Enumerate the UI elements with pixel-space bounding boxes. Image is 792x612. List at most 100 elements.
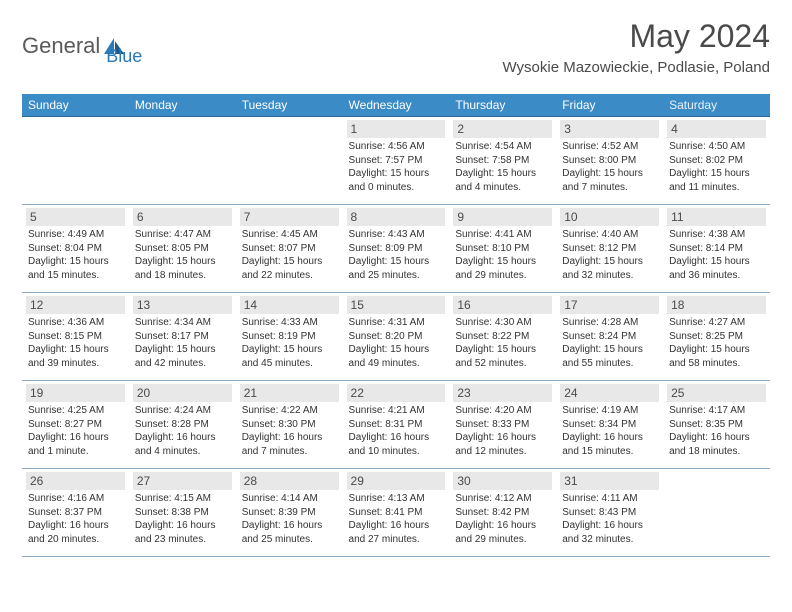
logo: General Blue bbox=[22, 24, 142, 67]
day-info: Sunrise: 4:34 AMSunset: 8:17 PMDaylight:… bbox=[133, 316, 232, 370]
day-cell-24: 24Sunrise: 4:19 AMSunset: 8:34 PMDayligh… bbox=[556, 381, 663, 469]
calendar-row: 26 Sunrise: 4:16 AMSunset: 8:37 PMDayligh… bbox=[22, 469, 770, 557]
day-cell-15: 15 Sunrise: 4:31 AMSunset: 8:20 PMDayligh… bbox=[343, 293, 450, 381]
day-number: 4 bbox=[667, 120, 766, 138]
day-cell-28: 28Sunrise: 4:14 AMSunset: 8:39 PMDayligh… bbox=[236, 469, 343, 557]
empty-cell bbox=[236, 117, 343, 205]
day-cell-8: 8 Sunrise: 4:43 AMSunset: 8:09 PMDaylight… bbox=[343, 205, 450, 293]
weekday-monday: Monday bbox=[129, 94, 236, 117]
day-info: Sunrise: 4:31 AMSunset: 8:20 PMDaylight:… bbox=[347, 316, 446, 370]
day-info: Sunrise: 4:30 AMSunset: 8:22 PMDaylight:… bbox=[453, 316, 552, 370]
day-cell-6: 6 Sunrise: 4:47 AMSunset: 8:05 PMDaylight… bbox=[129, 205, 236, 293]
day-cell-9: 9 Sunrise: 4:41 AMSunset: 8:10 PMDaylight… bbox=[449, 205, 556, 293]
day-cell-2: 2Sunrise: 4:54 AMSunset: 7:58 PMDaylight… bbox=[449, 117, 556, 205]
day-number: 21 bbox=[240, 384, 339, 402]
day-cell-4: 4Sunrise: 4:50 AMSunset: 8:02 PMDaylight… bbox=[663, 117, 770, 205]
weekday-friday: Friday bbox=[556, 94, 663, 117]
day-number: 7 bbox=[240, 208, 339, 226]
empty-cell bbox=[663, 469, 770, 557]
day-info: Sunrise: 4:56 AMSunset: 7:57 PMDaylight:… bbox=[347, 140, 446, 194]
day-number: 27 bbox=[133, 472, 232, 490]
day-cell-25: 25 Sunrise: 4:17 AMSunset: 8:35 PMDayligh… bbox=[663, 381, 770, 469]
day-number: 18 bbox=[667, 296, 766, 314]
day-info: Sunrise: 4:25 AMSunset: 8:27 PMDaylight:… bbox=[26, 404, 125, 458]
calendar-body: 1 Sunrise: 4:56 AMSunset: 7:57 PMDaylight… bbox=[22, 117, 770, 557]
day-number: 1 bbox=[347, 120, 446, 138]
weekday-sunday: Sunday bbox=[22, 94, 129, 117]
day-cell-1: 1 Sunrise: 4:56 AMSunset: 7:57 PMDaylight… bbox=[343, 117, 450, 205]
day-number: 29 bbox=[347, 472, 446, 490]
day-cell-14: 14Sunrise: 4:33 AMSunset: 8:19 PMDayligh… bbox=[236, 293, 343, 381]
day-cell-21: 21 Sunrise: 4:22 AMSunset: 8:30 PMDayligh… bbox=[236, 381, 343, 469]
day-number: 19 bbox=[26, 384, 125, 402]
day-cell-10: 10 Sunrise: 4:40 AMSunset: 8:12 PMDayligh… bbox=[556, 205, 663, 293]
day-info: Sunrise: 4:19 AMSunset: 8:34 PMDaylight:… bbox=[560, 404, 659, 458]
day-info: Sunrise: 4:38 AMSunset: 8:14 PMDaylight:… bbox=[667, 228, 766, 282]
day-cell-17: 17 Sunrise: 4:28 AMSunset: 8:24 PMDayligh… bbox=[556, 293, 663, 381]
title-block: May 2024 Wysokie Mazowieckie, Podlasie, … bbox=[503, 18, 771, 78]
day-number: 31 bbox=[560, 472, 659, 490]
weekday-header-row: SundayMondayTuesdayWednesdayThursdayFrid… bbox=[22, 94, 770, 117]
day-number: 15 bbox=[347, 296, 446, 314]
day-number: 5 bbox=[26, 208, 125, 226]
day-info: Sunrise: 4:40 AMSunset: 8:12 PMDaylight:… bbox=[560, 228, 659, 282]
day-number: 14 bbox=[240, 296, 339, 314]
weekday-tuesday: Tuesday bbox=[236, 94, 343, 117]
day-info: Sunrise: 4:52 AMSunset: 8:00 PMDaylight:… bbox=[560, 140, 659, 194]
day-cell-19: 19 Sunrise: 4:25 AMSunset: 8:27 PMDayligh… bbox=[22, 381, 129, 469]
calendar-row: 1 Sunrise: 4:56 AMSunset: 7:57 PMDaylight… bbox=[22, 117, 770, 205]
day-cell-7: 7 Sunrise: 4:45 AMSunset: 8:07 PMDaylight… bbox=[236, 205, 343, 293]
day-number: 9 bbox=[453, 208, 552, 226]
weekday-saturday: Saturday bbox=[663, 94, 770, 117]
day-number: 23 bbox=[453, 384, 552, 402]
day-info: Sunrise: 4:21 AMSunset: 8:31 PMDaylight:… bbox=[347, 404, 446, 458]
day-number: 12 bbox=[26, 296, 125, 314]
day-cell-22: 22 Sunrise: 4:21 AMSunset: 8:31 PMDayligh… bbox=[343, 381, 450, 469]
day-cell-5: 5Sunrise: 4:49 AMSunset: 8:04 PMDaylight… bbox=[22, 205, 129, 293]
day-number: 22 bbox=[347, 384, 446, 402]
day-info: Sunrise: 4:27 AMSunset: 8:25 PMDaylight:… bbox=[667, 316, 766, 370]
day-number: 8 bbox=[347, 208, 446, 226]
day-info: Sunrise: 4:16 AMSunset: 8:37 PMDaylight:… bbox=[26, 492, 125, 546]
day-cell-29: 29Sunrise: 4:13 AMSunset: 8:41 PMDayligh… bbox=[343, 469, 450, 557]
day-cell-16: 16Sunrise: 4:30 AMSunset: 8:22 PMDayligh… bbox=[449, 293, 556, 381]
page-header: General Blue May 2024 Wysokie Mazowiecki… bbox=[22, 18, 770, 78]
day-number: 17 bbox=[560, 296, 659, 314]
weekday-thursday: Thursday bbox=[449, 94, 556, 117]
location-text: Wysokie Mazowieckie, Podlasie, Poland bbox=[503, 59, 771, 76]
logo-text-general: General bbox=[22, 33, 100, 59]
month-title: May 2024 bbox=[503, 18, 771, 55]
day-info: Sunrise: 4:28 AMSunset: 8:24 PMDaylight:… bbox=[560, 316, 659, 370]
calendar-row: 5Sunrise: 4:49 AMSunset: 8:04 PMDaylight… bbox=[22, 205, 770, 293]
day-number: 25 bbox=[667, 384, 766, 402]
day-number: 26 bbox=[26, 472, 125, 490]
day-info: Sunrise: 4:17 AMSunset: 8:35 PMDaylight:… bbox=[667, 404, 766, 458]
day-number: 2 bbox=[453, 120, 552, 138]
day-info: Sunrise: 4:45 AMSunset: 8:07 PMDaylight:… bbox=[240, 228, 339, 282]
day-cell-3: 3 Sunrise: 4:52 AMSunset: 8:00 PMDaylight… bbox=[556, 117, 663, 205]
day-number: 11 bbox=[667, 208, 766, 226]
day-info: Sunrise: 4:24 AMSunset: 8:28 PMDaylight:… bbox=[133, 404, 232, 458]
day-info: Sunrise: 4:14 AMSunset: 8:39 PMDaylight:… bbox=[240, 492, 339, 546]
day-number: 13 bbox=[133, 296, 232, 314]
day-number: 3 bbox=[560, 120, 659, 138]
day-number: 10 bbox=[560, 208, 659, 226]
day-info: Sunrise: 4:43 AMSunset: 8:09 PMDaylight:… bbox=[347, 228, 446, 282]
day-cell-11: 11 Sunrise: 4:38 AMSunset: 8:14 PMDayligh… bbox=[663, 205, 770, 293]
day-cell-27: 27 Sunrise: 4:15 AMSunset: 8:38 PMDayligh… bbox=[129, 469, 236, 557]
weekday-wednesday: Wednesday bbox=[343, 94, 450, 117]
day-number: 6 bbox=[133, 208, 232, 226]
day-info: Sunrise: 4:15 AMSunset: 8:38 PMDaylight:… bbox=[133, 492, 232, 546]
day-cell-18: 18 Sunrise: 4:27 AMSunset: 8:25 PMDayligh… bbox=[663, 293, 770, 381]
empty-cell bbox=[22, 117, 129, 205]
day-number: 20 bbox=[133, 384, 232, 402]
day-info: Sunrise: 4:47 AMSunset: 8:05 PMDaylight:… bbox=[133, 228, 232, 282]
day-cell-23: 23Sunrise: 4:20 AMSunset: 8:33 PMDayligh… bbox=[449, 381, 556, 469]
logo-text-blue: Blue bbox=[106, 46, 142, 67]
day-info: Sunrise: 4:22 AMSunset: 8:30 PMDaylight:… bbox=[240, 404, 339, 458]
day-cell-31: 31Sunrise: 4:11 AMSunset: 8:43 PMDayligh… bbox=[556, 469, 663, 557]
day-info: Sunrise: 4:41 AMSunset: 8:10 PMDaylight:… bbox=[453, 228, 552, 282]
calendar-row: 12Sunrise: 4:36 AMSunset: 8:15 PMDayligh… bbox=[22, 293, 770, 381]
day-cell-13: 13 Sunrise: 4:34 AMSunset: 8:17 PMDayligh… bbox=[129, 293, 236, 381]
calendar-table: SundayMondayTuesdayWednesdayThursdayFrid… bbox=[22, 94, 770, 557]
